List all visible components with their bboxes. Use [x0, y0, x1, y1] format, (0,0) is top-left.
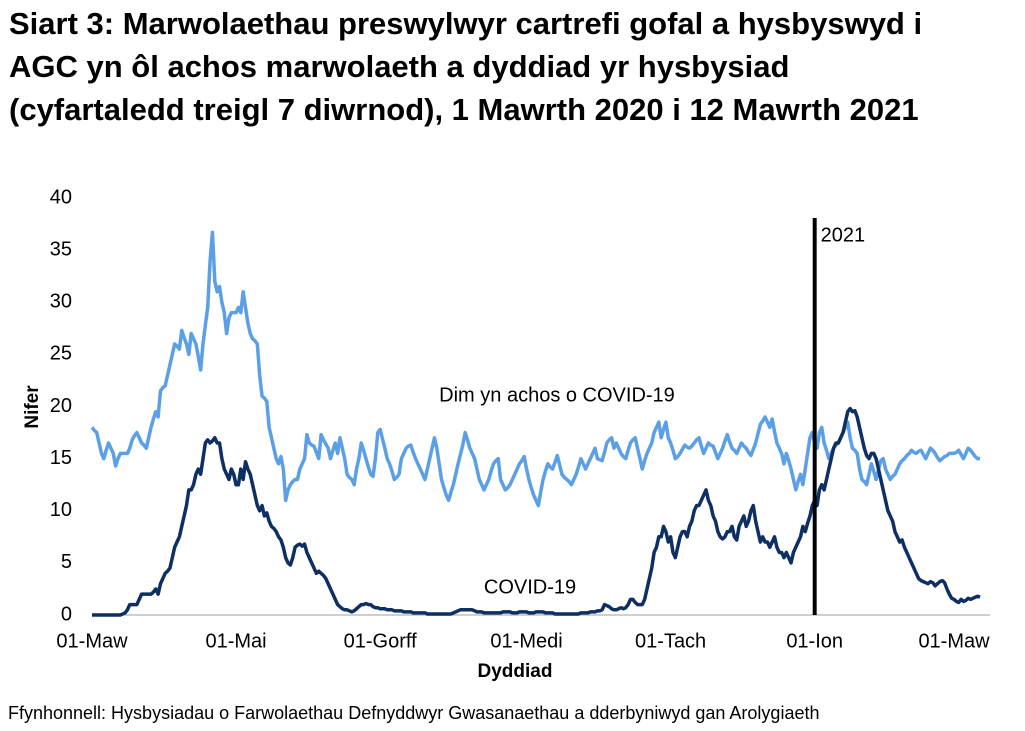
x-tick-label: 01-Maw — [56, 630, 128, 652]
y-tick-label: 10 — [50, 499, 72, 521]
y-tick-label: 35 — [50, 238, 72, 260]
reference-label: 2021 — [821, 224, 866, 246]
y-tick-label: 0 — [61, 603, 72, 625]
x-tick-label: 01-Maw — [918, 630, 990, 652]
series-line — [90, 230, 980, 508]
x-tick-label: 01-Mai — [205, 630, 266, 652]
series-label: COVID-19 — [484, 576, 576, 598]
series-label: Dim yn achos o COVID-19 — [439, 384, 675, 406]
x-tick-label: 01-Gorff — [344, 630, 417, 652]
x-tick-label: 01-Ion — [786, 630, 843, 652]
y-tick-label: 40 — [50, 186, 72, 208]
source-note: Ffynhonnell: Hysbysiadau o Farwolaethau … — [8, 703, 819, 723]
y-tick-label: 5 — [61, 551, 72, 573]
x-tick-label: 01-Medi — [490, 630, 562, 652]
y-tick-label: 15 — [50, 447, 72, 469]
x-tick-label: 01-Tach — [635, 630, 706, 652]
y-tick-label: 30 — [50, 291, 72, 313]
y-tick-label: 25 — [50, 343, 72, 365]
y-tick-label: 20 — [50, 395, 72, 417]
series-line — [92, 406, 981, 617]
x-axis-title: Dyddiad — [478, 661, 553, 682]
chart-title: Siart 3: Marwolaethau preswylwyr cartref… — [9, 6, 923, 127]
y-axis-title: Nifer — [22, 385, 43, 429]
